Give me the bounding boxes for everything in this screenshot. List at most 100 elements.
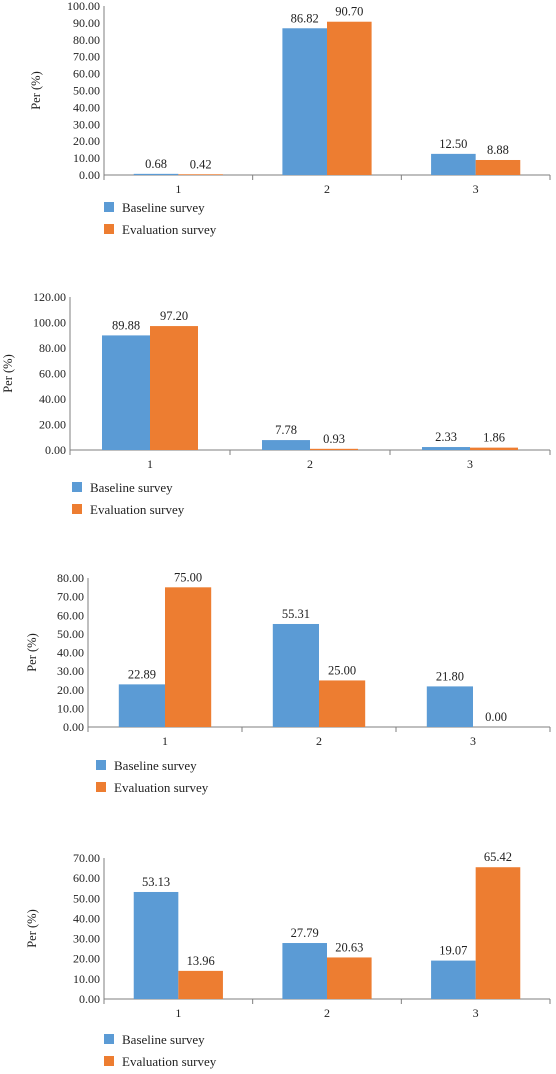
bar-chart-2: 0.00 20.00 40.00 60.00 80.00 100.00 120.00 Per …	[1, 290, 551, 517]
bar	[431, 960, 476, 999]
y-tick-label: 50.00	[73, 84, 100, 98]
bar	[262, 440, 310, 450]
y-tick-label: 0.00	[63, 720, 84, 734]
bar	[150, 326, 198, 450]
x-tick-label: 3	[473, 1006, 479, 1020]
y-tick-label: 10.00	[73, 972, 100, 986]
bar	[178, 970, 223, 999]
bar-chart-1: 0.00 10.00 20.00 30.00 40.00 50.00 60.00 70.00 8…	[29, 0, 551, 237]
data-label: 1.86	[483, 431, 505, 445]
data-label: 20.63	[335, 940, 363, 954]
data-label: 97.20	[160, 309, 188, 323]
y-tick-label: 50.00	[73, 891, 100, 905]
legend-swatch	[96, 760, 106, 770]
y-tick-label: 90.00	[73, 16, 100, 30]
bar	[282, 28, 327, 175]
x-tick-label: 3	[470, 734, 476, 748]
legend-swatch	[104, 1034, 114, 1044]
legend-label: Evaluation survey	[114, 780, 209, 795]
x-tick-label: 1	[147, 457, 153, 471]
data-label: 53.13	[142, 875, 170, 889]
data-label: 55.31	[282, 607, 310, 621]
bar	[178, 174, 223, 175]
y-tick-label: 10.00	[57, 701, 84, 715]
y-tick-label: 20.00	[57, 683, 84, 697]
y-tick-label: 20.00	[39, 418, 66, 432]
y-axis-label: Per (%)	[29, 71, 43, 110]
bar	[470, 447, 518, 450]
bar	[310, 448, 358, 450]
y-tick-label: 70.00	[57, 590, 84, 604]
legend-swatch	[104, 224, 114, 234]
legend-label: Evaluation survey	[122, 222, 217, 237]
data-label: 22.89	[128, 667, 156, 681]
y-tick-label: 30.00	[73, 932, 100, 946]
bar	[272, 623, 319, 727]
y-tick-label: 10.00	[73, 151, 100, 165]
y-tick-label: 30.00	[57, 664, 84, 678]
y-tick-label: 0.00	[79, 992, 100, 1006]
y-tick-label: 20.00	[73, 134, 100, 148]
data-label: 65.42	[484, 850, 512, 864]
data-label: 75.00	[174, 570, 202, 584]
legend-label: Baseline survey	[122, 200, 205, 215]
data-label: 2.33	[435, 430, 457, 444]
x-tick-label: 2	[324, 182, 330, 196]
bar	[422, 447, 470, 450]
y-tick-label: 80.00	[57, 571, 84, 585]
y-tick-label: 50.00	[57, 627, 84, 641]
data-label: 0.00	[485, 710, 507, 724]
legend-label: Evaluation survey	[122, 1054, 217, 1069]
data-label: 86.82	[291, 11, 319, 25]
y-tick-label: 60.00	[73, 67, 100, 81]
bar-chart-4: 0.00 10.00 20.00 30.00 40.00 50.00 60.00 70.00 P…	[25, 850, 551, 1069]
y-axis-label: Per (%)	[25, 909, 39, 948]
bar	[133, 891, 179, 999]
legend-swatch	[96, 782, 106, 792]
data-label: 0.93	[323, 432, 345, 446]
legend-swatch	[72, 482, 82, 492]
bar	[102, 335, 150, 450]
x-tick-label: 2	[316, 734, 322, 748]
data-label: 8.88	[487, 143, 509, 157]
y-tick-label: 30.00	[73, 117, 100, 131]
bar-chart-3: 0.0010.0020.0030.0040.0050.0060.0070.008…	[25, 570, 551, 795]
y-tick-label: 20.00	[73, 952, 100, 966]
y-tick-label: 60.00	[73, 871, 100, 885]
x-tick-label: 1	[175, 182, 181, 196]
y-tick-label: 40.00	[57, 646, 84, 660]
legend-swatch	[104, 1056, 114, 1066]
y-tick-label: 40.00	[73, 911, 100, 925]
x-tick-label: 3	[473, 182, 479, 196]
bar	[475, 159, 521, 175]
legend-label: Evaluation survey	[90, 502, 185, 517]
y-tick-label: 70.00	[73, 50, 100, 64]
bar	[475, 867, 521, 999]
data-label: 90.70	[335, 5, 363, 19]
legend-label: Baseline survey	[122, 1032, 205, 1047]
y-tick-label: 60.00	[39, 367, 66, 381]
bar	[327, 957, 372, 999]
legend-swatch	[72, 504, 82, 514]
legend-label: Baseline survey	[90, 480, 173, 495]
y-tick-label: 100.00	[67, 0, 100, 13]
bar	[327, 21, 372, 176]
x-tick-label: 1	[175, 1006, 181, 1020]
bar	[431, 153, 476, 175]
bar	[282, 943, 327, 999]
legend-label: Baseline survey	[114, 758, 197, 773]
data-label: 19.07	[439, 944, 467, 958]
y-tick-label: 80.00	[39, 341, 66, 355]
x-tick-label: 3	[467, 457, 473, 471]
y-tick-label: 80.00	[73, 33, 100, 47]
data-label: 89.88	[112, 318, 140, 332]
bar	[165, 587, 212, 727]
data-label: 13.96	[187, 954, 215, 968]
bar	[426, 686, 473, 727]
y-tick-label: 40.00	[73, 100, 100, 114]
bar	[319, 680, 366, 727]
y-tick-label: 0.00	[79, 168, 100, 182]
y-tick-label: 100.00	[33, 316, 66, 330]
x-tick-label: 1	[162, 734, 168, 748]
